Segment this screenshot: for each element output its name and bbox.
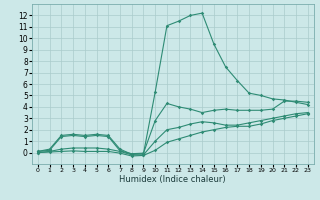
X-axis label: Humidex (Indice chaleur): Humidex (Indice chaleur) [119,175,226,184]
